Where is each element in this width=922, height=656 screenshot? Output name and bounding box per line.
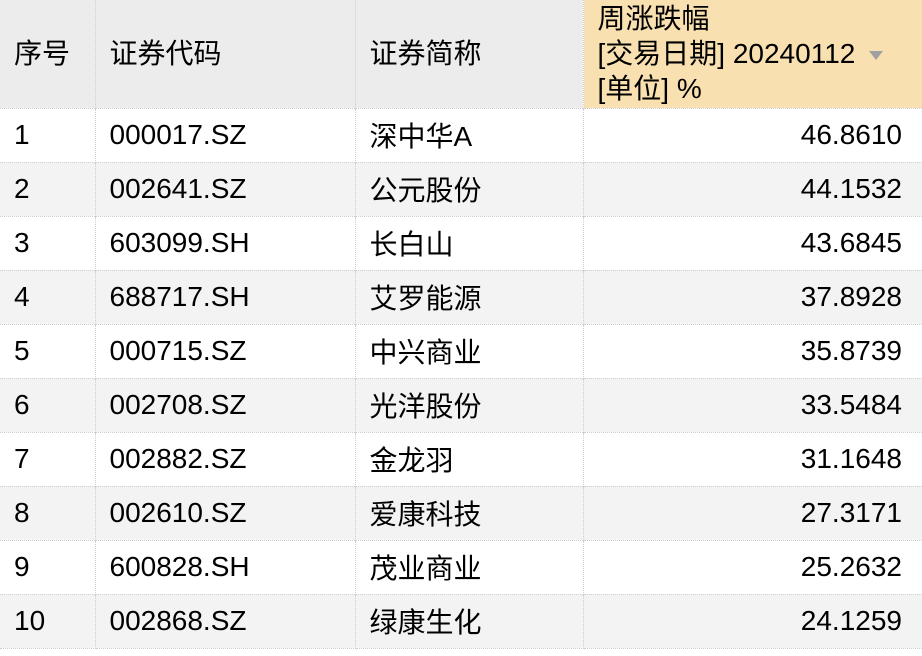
cell-code: 002641.SZ: [95, 162, 355, 216]
sort-desc-icon[interactable]: [869, 51, 883, 60]
table-row[interactable]: 8002610.SZ爱康科技27.3171: [0, 486, 922, 540]
cell-name: 光洋股份: [355, 378, 583, 432]
col-header-label-line1: 周涨跌幅: [598, 1, 909, 36]
col-header-weekly-change[interactable]: 周涨跌幅 [交易日期] 20240112 [单位] %: [583, 0, 922, 108]
cell-weekly-change: 35.8739: [583, 324, 922, 378]
cell-name: 中兴商业: [355, 324, 583, 378]
cell-weekly-change: 44.1532: [583, 162, 922, 216]
cell-code: 600828.SH: [95, 540, 355, 594]
cell-code: 002868.SZ: [95, 594, 355, 648]
cell-code: 000715.SZ: [95, 324, 355, 378]
cell-weekly-change: 31.1648: [583, 432, 922, 486]
cell-code: 000017.SZ: [95, 108, 355, 162]
cell-name: 艾罗能源: [355, 270, 583, 324]
cell-code: 002610.SZ: [95, 486, 355, 540]
table-row[interactable]: 5000715.SZ中兴商业35.8739: [0, 324, 922, 378]
table-row[interactable]: 9600828.SH茂业商业25.2632: [0, 540, 922, 594]
cell-name: 深中华A: [355, 108, 583, 162]
cell-weekly-change: 37.8928: [583, 270, 922, 324]
table-body: 1000017.SZ深中华A46.86102002641.SZ公元股份44.15…: [0, 108, 922, 648]
cell-index: 10: [0, 594, 95, 648]
cell-weekly-change: 25.2632: [583, 540, 922, 594]
table-row[interactable]: 7002882.SZ金龙羽31.1648: [0, 432, 922, 486]
col-header-label-line2: [交易日期] 20240112: [598, 36, 909, 71]
cell-name: 茂业商业: [355, 540, 583, 594]
cell-index: 6: [0, 378, 95, 432]
table-row[interactable]: 1000017.SZ深中华A46.8610: [0, 108, 922, 162]
cell-weekly-change: 43.6845: [583, 216, 922, 270]
cell-code: 002708.SZ: [95, 378, 355, 432]
cell-index: 4: [0, 270, 95, 324]
cell-weekly-change: 46.8610: [583, 108, 922, 162]
cell-index: 7: [0, 432, 95, 486]
cell-index: 1: [0, 108, 95, 162]
securities-table: 序号 证券代码 证券简称 周涨跌幅 [交易日期] 20240112 [单位] %…: [0, 0, 922, 649]
col-header-name[interactable]: 证券简称: [355, 0, 583, 108]
col-header-label-line3: [单位] %: [598, 71, 909, 106]
cell-name: 公元股份: [355, 162, 583, 216]
col-header-index[interactable]: 序号: [0, 0, 95, 108]
cell-code: 688717.SH: [95, 270, 355, 324]
cell-name: 绿康生化: [355, 594, 583, 648]
cell-index: 5: [0, 324, 95, 378]
cell-weekly-change: 24.1259: [583, 594, 922, 648]
table-row[interactable]: 6002708.SZ光洋股份33.5484: [0, 378, 922, 432]
cell-code: 603099.SH: [95, 216, 355, 270]
table-row[interactable]: 4688717.SH艾罗能源37.8928: [0, 270, 922, 324]
cell-index: 2: [0, 162, 95, 216]
table-row[interactable]: 3603099.SH长白山43.6845: [0, 216, 922, 270]
cell-weekly-change: 27.3171: [583, 486, 922, 540]
table-row[interactable]: 10002868.SZ绿康生化24.1259: [0, 594, 922, 648]
cell-weekly-change: 33.5484: [583, 378, 922, 432]
cell-index: 8: [0, 486, 95, 540]
cell-index: 9: [0, 540, 95, 594]
cell-code: 002882.SZ: [95, 432, 355, 486]
table-row[interactable]: 2002641.SZ公元股份44.1532: [0, 162, 922, 216]
cell-name: 长白山: [355, 216, 583, 270]
col-header-label: 证券简称: [370, 38, 482, 69]
cell-name: 爱康科技: [355, 486, 583, 540]
table-header: 序号 证券代码 证券简称 周涨跌幅 [交易日期] 20240112 [单位] %: [0, 0, 922, 108]
col-header-label: 序号: [14, 38, 70, 69]
cell-index: 3: [0, 216, 95, 270]
col-header-label: 证券代码: [110, 38, 222, 69]
col-header-code[interactable]: 证券代码: [95, 0, 355, 108]
cell-name: 金龙羽: [355, 432, 583, 486]
